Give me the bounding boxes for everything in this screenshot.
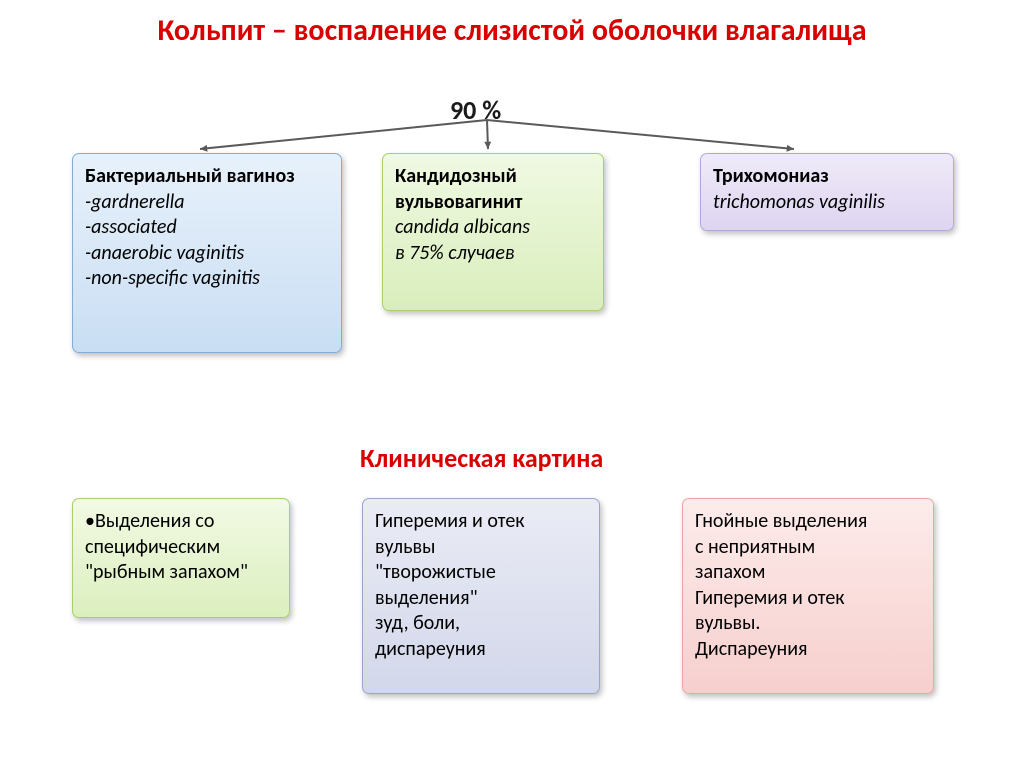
box-line: запахом <box>695 560 921 586</box>
box-candidal: Кандидозный вульвовагинитcandida albican… <box>382 153 604 311</box>
box-line: "рыбным запахом" <box>85 560 277 586</box>
box-clin-bv: •Выделения соспецифическим"рыбным запахо… <box>72 498 290 618</box>
percent-label: 90 % <box>450 94 501 126</box>
box-line: выделения" <box>375 586 587 612</box>
box-line: -anaerobic vaginitis <box>85 241 329 267</box>
box-line: вульвы. <box>695 611 921 637</box>
box-line: Гнойные выделения <box>695 509 921 535</box>
box-line: trichomonas vaginilis <box>713 190 941 216</box>
box-line: -gardnerella <box>85 190 329 216</box>
clinical-subtitle: Клиническая картина <box>360 442 603 474</box>
box-line: -associated <box>85 215 329 241</box>
box-line: в 75% случаев <box>395 241 591 267</box>
box-clin-candida: Гиперемия и отеквульвы"творожистыевыделе… <box>362 498 600 694</box>
box-line: Гиперемия и отек <box>695 586 921 612</box>
box-bact-vaginosis: Бактериальный вагиноз-gardnerella-associ… <box>72 153 342 353</box>
box-trichomoniasis: Трихомониазtrichomonas vaginilis <box>700 153 954 231</box>
box-line: •Выделения со <box>85 509 277 535</box>
box-line: вульвы <box>375 535 587 561</box>
box-line: "творожистые <box>375 560 587 586</box>
box-title: Бактериальный вагиноз <box>85 164 329 190</box>
box-line: Диспареуния <box>695 637 921 663</box>
box-line: Гиперемия и отек <box>375 509 587 535</box>
box-line: специфическим <box>85 535 277 561</box>
box-line: -non-specific vaginitis <box>85 266 329 292</box>
box-clin-trich: Гнойные выделенияс неприятнымзапахомГипе… <box>682 498 934 694</box>
box-title: Кандидозный вульвовагинит <box>395 164 591 215</box>
box-line: с неприятным <box>695 535 921 561</box>
box-title: Трихомониаз <box>713 164 941 190</box>
page-title: Кольпит – воспаление слизистой оболочки … <box>0 0 1024 55</box>
box-line: диспареуния <box>375 637 587 663</box>
box-line: candida albicans <box>395 215 591 241</box>
box-line: зуд, боли, <box>375 611 587 637</box>
